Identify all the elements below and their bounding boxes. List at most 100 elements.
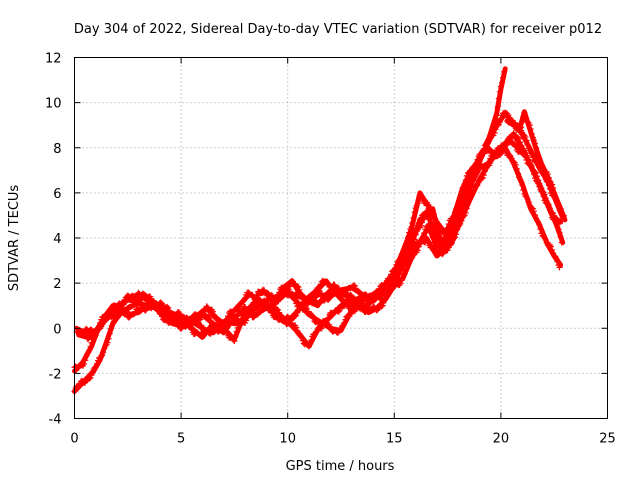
data-point (517, 139, 524, 146)
data-point (104, 339, 111, 346)
data-point (518, 178, 525, 185)
data-point (211, 312, 218, 318)
data-point (551, 189, 558, 196)
data-point (368, 298, 375, 305)
data-point (430, 239, 437, 246)
data-point (233, 316, 240, 323)
data-point (528, 150, 535, 157)
x-tick-label: 5 (177, 432, 185, 447)
data-point (244, 314, 251, 320)
y-tick-label: 8 (53, 142, 61, 157)
data-point (233, 328, 240, 335)
data-point (517, 127, 524, 134)
data-point (420, 233, 427, 240)
data-point (383, 292, 390, 299)
data-point (267, 305, 274, 312)
data-point (415, 219, 422, 226)
data-point (250, 293, 257, 300)
plot-frame (74, 57, 608, 419)
data-point (493, 112, 500, 119)
data-point (524, 118, 531, 125)
data-point (327, 324, 334, 331)
data-point (374, 290, 381, 297)
data-point (301, 295, 308, 302)
data-point (472, 165, 479, 172)
data-point (513, 165, 520, 172)
data-point (347, 311, 354, 318)
axis-ticks (74, 57, 608, 419)
data-point (527, 126, 534, 133)
data-point (293, 324, 300, 331)
y-axis-label: SDTVAR / TECUs (7, 185, 22, 292)
data-point (534, 150, 541, 157)
data-point (182, 323, 189, 330)
y-tick-label: 4 (53, 232, 61, 247)
data-point (429, 207, 436, 214)
data-point (292, 313, 299, 320)
data-point (452, 227, 459, 234)
data-point (426, 216, 433, 223)
data-point (499, 79, 505, 86)
data-point (475, 179, 482, 186)
data-point (524, 195, 531, 202)
data-point (526, 161, 533, 168)
data-series (254, 130, 566, 316)
data-point (496, 88, 503, 95)
data-point (157, 299, 164, 306)
data-point (158, 300, 165, 307)
data-point (397, 280, 404, 287)
data-point (556, 264, 563, 271)
data-points (71, 66, 568, 395)
data-series (71, 145, 564, 374)
data-point (424, 212, 431, 219)
data-point (105, 335, 112, 342)
data-point (505, 112, 512, 119)
data-point (526, 147, 533, 154)
data-point (81, 361, 88, 367)
data-point (534, 173, 541, 180)
y-tick-label: 2 (53, 277, 61, 292)
data-point (370, 295, 376, 302)
data-point (469, 190, 476, 197)
data-point (414, 200, 421, 207)
data-point (557, 234, 564, 241)
chart-title: Day 304 of 2022, Sidereal Day-to-day VTE… (74, 22, 602, 37)
data-point (91, 332, 98, 338)
data-point (342, 316, 349, 323)
data-point (311, 292, 318, 299)
data-point (356, 288, 363, 295)
data-point (299, 337, 306, 344)
data-point (451, 230, 457, 237)
data-point (393, 261, 400, 268)
data-point (429, 234, 436, 241)
data-point (88, 372, 95, 378)
y-tick-label: 6 (53, 187, 61, 202)
data-point (518, 124, 525, 131)
data-point (523, 157, 530, 163)
data-point (398, 263, 405, 270)
data-point (516, 135, 522, 142)
data-point (506, 139, 513, 146)
data-point (444, 247, 451, 254)
data-point (295, 306, 302, 313)
data-point (532, 169, 538, 175)
data-point (521, 149, 528, 156)
data-point (294, 309, 301, 316)
data-point (545, 174, 552, 181)
data-point (148, 305, 155, 312)
data-point (515, 170, 521, 177)
data-point (497, 115, 504, 122)
data-point (405, 234, 412, 241)
data-point (486, 147, 493, 154)
data-point (254, 311, 261, 318)
data-point (497, 83, 504, 90)
data-point (157, 309, 164, 316)
data-point (210, 308, 217, 315)
data-point (479, 174, 486, 181)
data-point (199, 324, 206, 331)
data-point (386, 278, 392, 285)
data-point (184, 320, 191, 327)
data-point (428, 230, 435, 237)
data-point (520, 187, 527, 193)
x-tick-label: 0 (70, 432, 78, 447)
